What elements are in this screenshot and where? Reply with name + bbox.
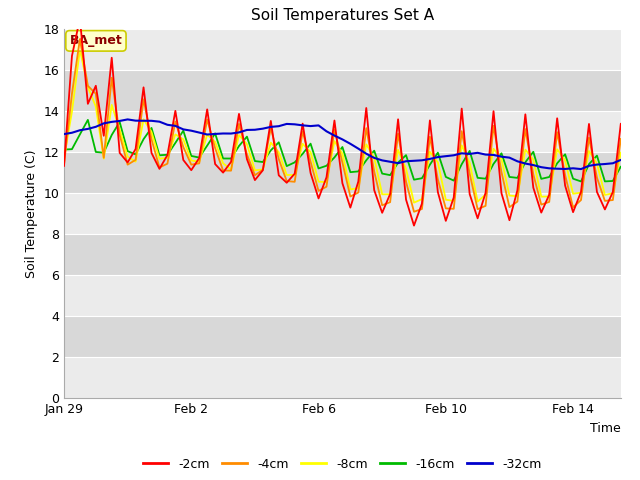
-8cm bbox=[402, 166, 410, 172]
-16cm bbox=[577, 179, 585, 184]
-4cm bbox=[76, 36, 84, 42]
-32cm bbox=[577, 166, 585, 172]
-32cm bbox=[124, 117, 131, 122]
-2cm bbox=[84, 101, 92, 107]
-2cm bbox=[148, 150, 156, 156]
-2cm bbox=[76, 16, 84, 22]
Bar bbox=[64, 316, 621, 357]
-16cm bbox=[569, 176, 577, 181]
-16cm bbox=[601, 179, 609, 184]
-32cm bbox=[76, 127, 84, 133]
-16cm bbox=[60, 147, 68, 153]
-32cm bbox=[148, 118, 156, 124]
Bar bbox=[64, 70, 621, 111]
-4cm bbox=[402, 179, 410, 185]
-16cm bbox=[339, 144, 346, 150]
-4cm bbox=[410, 209, 418, 215]
-8cm bbox=[76, 47, 84, 52]
Line: -16cm: -16cm bbox=[64, 120, 621, 181]
-4cm bbox=[601, 198, 609, 204]
-32cm bbox=[569, 166, 577, 171]
-2cm bbox=[410, 223, 418, 228]
Legend: -2cm, -4cm, -8cm, -16cm, -32cm: -2cm, -4cm, -8cm, -16cm, -32cm bbox=[138, 453, 547, 476]
-16cm bbox=[402, 152, 410, 158]
Line: -2cm: -2cm bbox=[64, 19, 621, 226]
Bar bbox=[64, 234, 621, 275]
-4cm bbox=[339, 160, 346, 166]
-8cm bbox=[410, 200, 418, 205]
-4cm bbox=[617, 136, 625, 142]
Bar bbox=[64, 29, 621, 70]
Bar bbox=[64, 193, 621, 234]
-4cm bbox=[84, 83, 92, 89]
Bar bbox=[64, 357, 621, 398]
Line: -8cm: -8cm bbox=[64, 49, 621, 203]
-8cm bbox=[577, 190, 585, 195]
-16cm bbox=[617, 164, 625, 169]
-16cm bbox=[76, 132, 84, 137]
-2cm bbox=[60, 163, 68, 169]
Bar bbox=[64, 275, 621, 316]
-32cm bbox=[60, 131, 68, 137]
-32cm bbox=[617, 157, 625, 163]
Bar bbox=[64, 152, 621, 193]
-2cm bbox=[601, 206, 609, 212]
-2cm bbox=[339, 180, 346, 186]
-32cm bbox=[402, 158, 410, 164]
-16cm bbox=[148, 125, 156, 131]
-8cm bbox=[148, 129, 156, 135]
-2cm bbox=[577, 189, 585, 194]
-8cm bbox=[617, 150, 625, 156]
Text: BA_met: BA_met bbox=[70, 35, 122, 48]
-4cm bbox=[148, 136, 156, 142]
Bar bbox=[64, 111, 621, 152]
-8cm bbox=[339, 151, 346, 156]
-8cm bbox=[60, 155, 68, 161]
Y-axis label: Soil Temperature (C): Soil Temperature (C) bbox=[25, 149, 38, 278]
-32cm bbox=[601, 161, 609, 167]
X-axis label: Time: Time bbox=[590, 422, 621, 435]
-8cm bbox=[84, 84, 92, 90]
Line: -4cm: -4cm bbox=[64, 39, 621, 212]
-8cm bbox=[601, 192, 609, 198]
-2cm bbox=[402, 197, 410, 203]
-2cm bbox=[617, 121, 625, 127]
Title: Soil Temperatures Set A: Soil Temperatures Set A bbox=[251, 9, 434, 24]
-4cm bbox=[60, 162, 68, 168]
-32cm bbox=[339, 136, 346, 142]
Line: -32cm: -32cm bbox=[64, 120, 621, 169]
-16cm bbox=[84, 117, 92, 123]
-4cm bbox=[577, 197, 585, 203]
